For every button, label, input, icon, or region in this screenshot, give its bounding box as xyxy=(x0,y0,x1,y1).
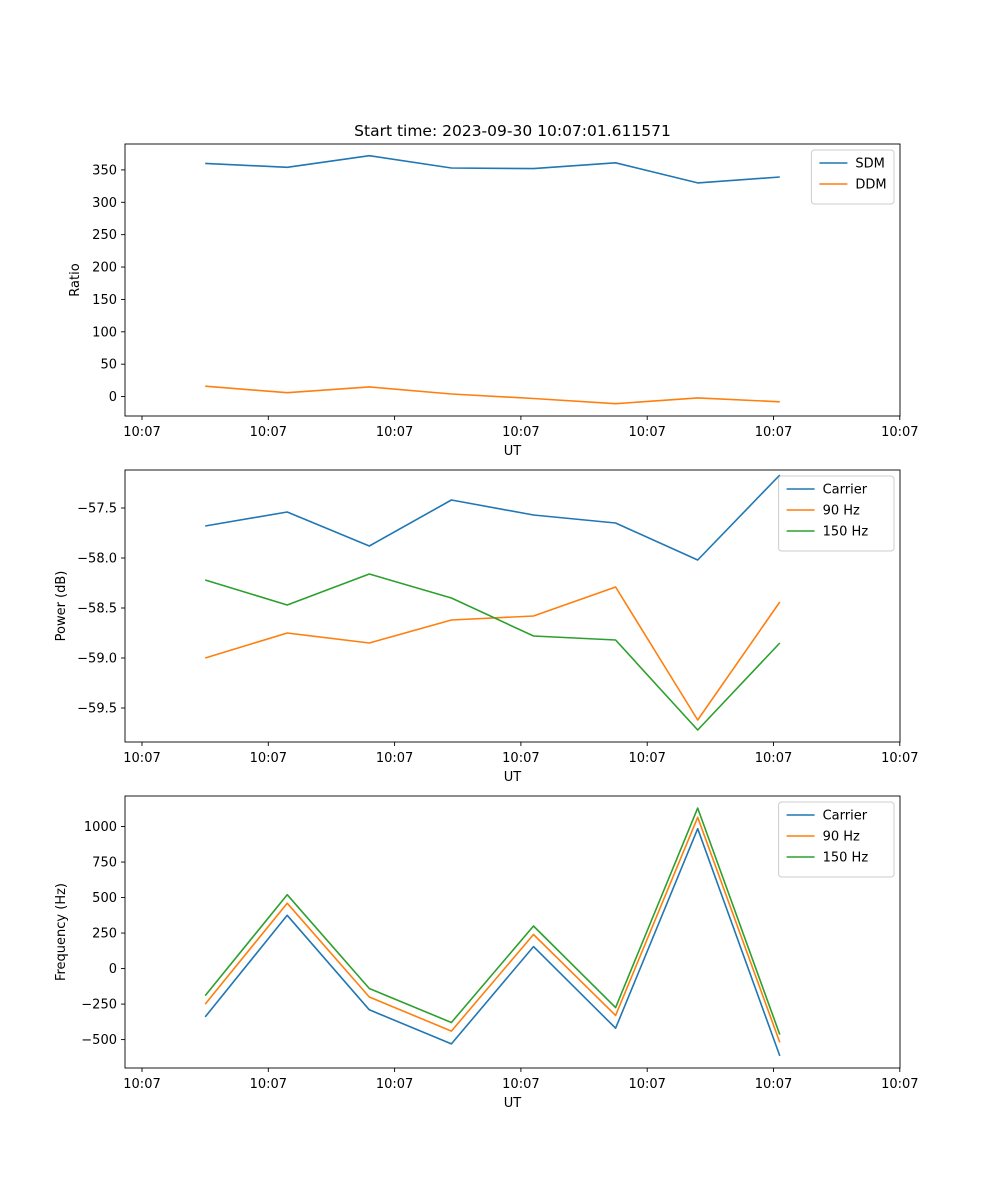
y-tick-label: 250 xyxy=(92,927,117,942)
y-axis-label: Frequency (Hz) xyxy=(54,883,69,981)
legend-label: 90 Hz xyxy=(823,830,860,845)
x-tick-label: 10:07 xyxy=(755,751,792,766)
legend-label: Carrier xyxy=(823,483,868,498)
series-line-150-hz xyxy=(204,573,781,731)
y-tick-label: −59.5 xyxy=(77,702,117,717)
series-line-sdm xyxy=(205,154,780,184)
x-tick-label: 10:07 xyxy=(755,1077,792,1092)
axes-frame xyxy=(124,143,901,417)
y-tick-label: 200 xyxy=(92,261,117,276)
x-tick-label: 10:07 xyxy=(250,425,287,440)
series-line-90-hz xyxy=(204,816,781,1043)
y-tick-label: −500 xyxy=(81,1033,117,1048)
subplot-2: 10:0710:0710:0710:0710:0710:0710:0710:08… xyxy=(54,469,919,785)
series-line-carrier xyxy=(204,827,781,1057)
x-tick-label: 10:07 xyxy=(881,1077,918,1092)
legend-box xyxy=(778,475,895,552)
axes-frame xyxy=(124,795,901,1069)
x-tick-label: 10:07 xyxy=(628,425,665,440)
y-tick-label: 1000 xyxy=(84,820,117,835)
x-tick-label: 10:07 xyxy=(123,425,160,440)
y-tick-label: −250 xyxy=(81,998,117,1013)
x-tick-label: 10:07 xyxy=(881,425,918,440)
legend-box xyxy=(778,801,895,878)
x-tick-label: 10:07 xyxy=(123,1077,160,1092)
y-tick-label: −58.0 xyxy=(77,552,117,567)
x-tick-label: 10:07 xyxy=(502,751,539,766)
x-tick-label: 10:07 xyxy=(250,1077,287,1092)
x-tick-label: 10:07 xyxy=(502,425,539,440)
legend: SDM DDM xyxy=(810,149,895,205)
series-line-150-hz xyxy=(204,807,781,1035)
x-tick-label: 10:07 xyxy=(376,751,413,766)
y-tick-label: 350 xyxy=(92,163,117,178)
x-tick-label: 10:07 xyxy=(628,751,665,766)
y-tick-label: −57.5 xyxy=(77,502,117,517)
x-tick-label: 10:07 xyxy=(502,1077,539,1092)
subplots: 10:0710:0710:0710:0710:0710:0710:0710:08… xyxy=(54,143,919,1111)
x-tick-label: 10:07 xyxy=(123,751,160,766)
x-tick-label: 10:07 xyxy=(250,751,287,766)
y-tick-label: 50 xyxy=(100,358,117,373)
legend: Carrier 90 Hz 150 Hz xyxy=(778,801,895,878)
legend-label: 90 Hz xyxy=(823,504,860,519)
subplot-1: 10:0710:0710:0710:0710:0710:0710:0710:08… xyxy=(68,143,919,459)
y-tick-label: 100 xyxy=(92,325,117,340)
x-tick-label: 10:07 xyxy=(755,425,792,440)
y-axis-label: Ratio xyxy=(68,263,83,296)
y-axis-label: Power (dB) xyxy=(54,571,69,642)
y-tick-label: 0 xyxy=(109,962,117,977)
legend-label: SDM xyxy=(855,157,884,172)
x-tick-label: 10:07 xyxy=(376,425,413,440)
legend-label: 150 Hz xyxy=(823,525,869,540)
series-line-90-hz xyxy=(204,586,781,721)
x-tick-label: 10:07 xyxy=(628,1077,665,1092)
y-tick-label: 500 xyxy=(92,891,117,906)
series-line-ddm xyxy=(205,385,780,405)
y-tick-label: 750 xyxy=(92,856,117,871)
x-axis-label: UT xyxy=(504,444,522,459)
y-tick-label: 0 xyxy=(109,390,117,405)
x-axis-label: UT xyxy=(504,1096,522,1111)
axes-frame xyxy=(124,469,901,743)
y-tick-label: −59.0 xyxy=(77,652,117,667)
x-tick-label: 10:07 xyxy=(376,1077,413,1092)
legend-label: 150 Hz xyxy=(823,851,869,866)
legend-label: DDM xyxy=(855,178,886,193)
legend: Carrier 90 Hz 150 Hz xyxy=(778,475,895,552)
y-tick-label: 300 xyxy=(92,196,117,211)
subplot-3: 10:0710:0710:0710:0710:0710:0710:0710:08… xyxy=(54,795,919,1111)
x-axis-label: UT xyxy=(504,770,522,785)
legend-label: Carrier xyxy=(823,809,868,824)
y-tick-label: 250 xyxy=(92,228,117,243)
y-tick-label: 150 xyxy=(92,293,117,308)
chart-title: Start time: 2023-09-30 10:07:01.611571 xyxy=(354,122,671,140)
series-line-carrier xyxy=(205,474,781,561)
y-tick-label: −58.5 xyxy=(77,602,117,617)
x-tick-label: 10:07 xyxy=(881,751,918,766)
